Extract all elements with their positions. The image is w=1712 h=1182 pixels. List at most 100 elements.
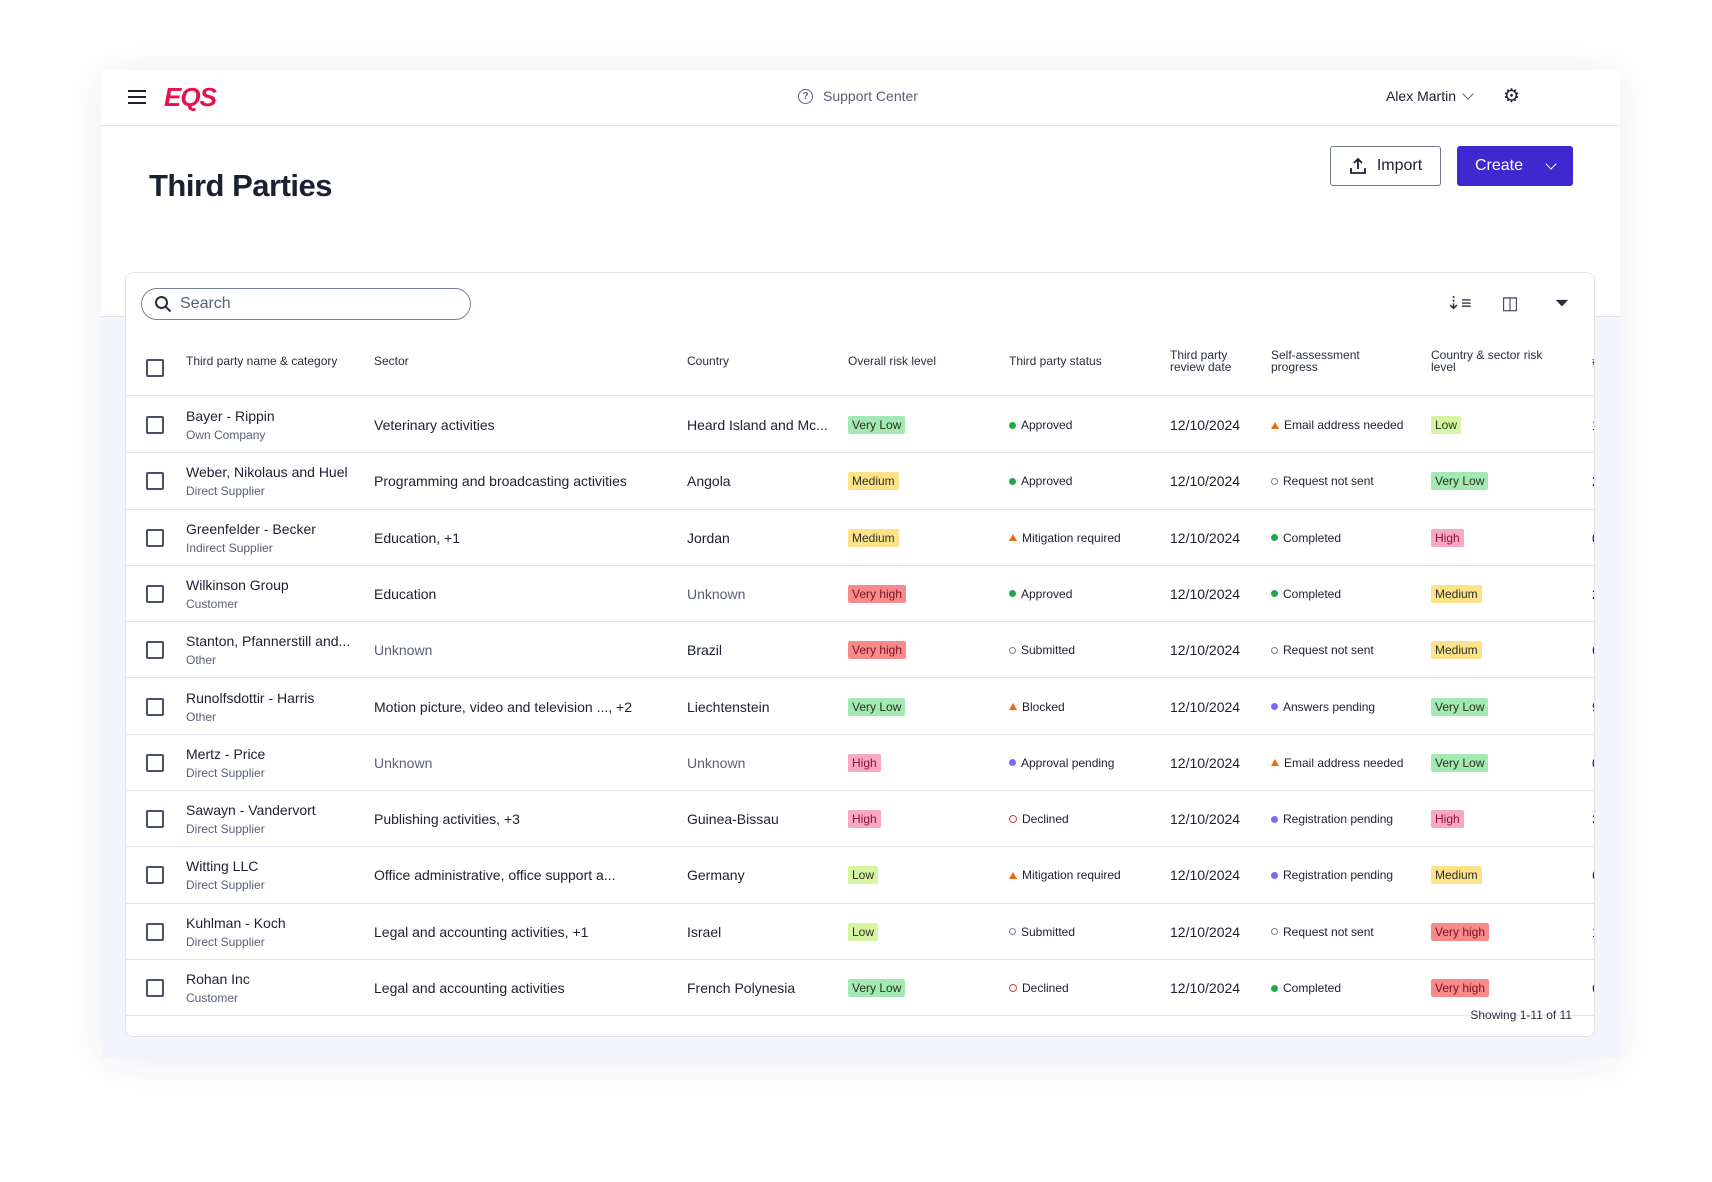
create-label: Create	[1474, 157, 1524, 174]
filter-icon[interactable]: ⏷	[1554, 293, 1570, 313]
status-cell: Approved	[1009, 397, 1072, 453]
third-party-name[interactable]: Weber, Nikolaus and Huel	[186, 464, 348, 481]
row-checkbox[interactable]	[146, 810, 164, 829]
risk-badge: High	[1431, 810, 1464, 829]
third-party-name[interactable]: Witting LLC	[186, 858, 259, 875]
table-row[interactable]: Bayer - Rippin Own Company Veterinary act…	[126, 397, 1594, 454]
support-center-link[interactable]: ? Support Center	[798, 88, 918, 104]
table-row[interactable]: Mertz - Price Direct Supplier Unknown Unk…	[126, 735, 1594, 792]
row-checkbox[interactable]	[146, 584, 164, 603]
create-button[interactable]: Create	[1457, 146, 1573, 186]
table-row[interactable]: Sawayn - Vandervort Direct Supplier Publi…	[126, 791, 1594, 848]
row-checkbox[interactable]	[146, 866, 164, 885]
third-party-name[interactable]: Rohan Inc	[186, 971, 250, 987]
sort-icon[interactable]: ⇣≡	[1446, 293, 1472, 313]
table-row[interactable]: Runolfsdottir - Harris Other Motion pictu…	[126, 679, 1594, 735]
pending-icon	[1271, 703, 1278, 710]
name-cell[interactable]: Stanton, Pfannerstill and... Other	[186, 622, 350, 678]
column-header[interactable]: Sector	[374, 354, 409, 368]
table-row[interactable]: Stanton, Pfannerstill and... Other Unknow…	[126, 622, 1594, 679]
table-row[interactable]: Wilkinson Group Customer Education Unknow…	[126, 566, 1594, 623]
gear-icon[interactable]: ⚙	[1502, 86, 1520, 107]
row-checkbox[interactable]	[146, 753, 164, 772]
country-sector-risk-cell: Very Low	[1431, 453, 1489, 509]
status-cell: Approval pending	[1009, 735, 1114, 791]
third-party-name[interactable]: Runolfsdottir - Harris	[186, 689, 315, 706]
status-label: Declined	[1022, 981, 1069, 995]
third-party-name[interactable]: Greenfelder - Becker	[186, 520, 316, 537]
overall-risk-cell: High	[848, 791, 881, 847]
self-assessment-cell: Email address needed	[1271, 397, 1403, 453]
risk-badge: Very high	[1431, 922, 1490, 941]
table-row[interactable]: Kuhlman - Koch Direct Supplier Legal and …	[126, 904, 1594, 960]
pending-icon	[1271, 815, 1278, 823]
risk-badge: Low	[848, 866, 879, 885]
table-row[interactable]: Rohan Inc Customer Legal and accounting a…	[126, 960, 1594, 1017]
row-checkbox[interactable]	[146, 979, 164, 997]
name-cell[interactable]: Kuhlman - Koch Direct Supplier	[186, 904, 286, 960]
third-party-name[interactable]: Kuhlman - Koch	[186, 914, 286, 931]
top-bar: EQS ? Support Center Alex Martin ⚙	[101, 70, 1620, 126]
name-cell[interactable]: Runolfsdottir - Harris Other	[186, 679, 314, 735]
name-cell[interactable]: Witting LLC Direct Supplier	[186, 847, 265, 903]
risk-badge: Very Low	[848, 697, 906, 716]
user-menu[interactable]: Alex Martin	[1386, 88, 1474, 104]
overall-risk-cell: Very Low	[848, 960, 906, 1016]
warning-triangle-icon	[1271, 421, 1279, 429]
search-box[interactable]	[141, 288, 471, 320]
row-checkbox[interactable]	[146, 697, 164, 716]
country-cell: Unknown	[687, 754, 746, 771]
country-cell: Angola	[687, 473, 731, 490]
name-cell[interactable]: Sawayn - Vandervort Direct Supplier	[186, 791, 316, 847]
name-cell[interactable]: Wilkinson Group Customer	[186, 566, 289, 622]
search-input[interactable]	[180, 295, 460, 313]
success-dot-icon	[1009, 421, 1016, 429]
column-header[interactable]: Country	[687, 354, 730, 368]
import-button[interactable]: Import	[1330, 146, 1441, 186]
column-header[interactable]: Country & sector risk level	[1431, 348, 1543, 374]
row-checkbox[interactable]	[146, 528, 164, 547]
hamburger-menu-icon[interactable]	[128, 90, 146, 104]
third-party-name[interactable]: Wilkinson Group	[186, 576, 289, 593]
row-checkbox[interactable]	[146, 922, 164, 941]
column-header[interactable]: Third party review date	[1170, 348, 1232, 374]
row-checkbox[interactable]	[146, 472, 164, 491]
risk-badge: Very Low	[848, 416, 906, 434]
table-row[interactable]: Witting LLC Direct Supplier Office admini…	[126, 847, 1594, 904]
table-row[interactable]: Greenfelder - Becker Indirect Supplier Ed…	[126, 510, 1594, 566]
column-header[interactable]: Third party name & category	[186, 354, 338, 368]
sector-cell: Programming and broadcasting activities	[374, 473, 627, 490]
third-party-name[interactable]: Bayer - Rippin	[186, 408, 275, 424]
row-checkbox[interactable]	[146, 641, 164, 660]
column-header[interactable]: Overall risk level	[848, 354, 937, 368]
column-header[interactable]: Third party status	[1009, 354, 1102, 368]
country-cell: Unknown	[687, 585, 746, 602]
name-cell[interactable]: Mertz - Price Direct Supplier	[186, 735, 265, 791]
country-cell: French Polynesia	[687, 980, 796, 996]
risk-badge: Very Low	[1431, 753, 1489, 772]
status-cell: Mitigation required	[1009, 510, 1121, 566]
help-icon: ?	[798, 88, 813, 104]
columns-icon[interactable]: ◫	[1501, 293, 1519, 313]
review-date-cell: 12/10/2024	[1170, 417, 1241, 433]
self-assessment-label: Request not sent	[1283, 924, 1374, 939]
success-dot-icon	[1009, 590, 1016, 598]
name-cell[interactable]: Weber, Nikolaus and Huel Direct Supplier	[186, 453, 348, 509]
third-party-name[interactable]: Mertz - Price	[186, 745, 266, 762]
sector-cell: Legal and accounting activities, +1	[374, 923, 589, 940]
table-row[interactable]: Weber, Nikolaus and Huel Direct Supplier …	[126, 453, 1594, 510]
self-assessment-cell: Request not sent	[1271, 904, 1374, 960]
name-cell[interactable]: Bayer - Rippin Own Company	[186, 397, 275, 453]
eqs-logo[interactable]: EQS	[164, 82, 217, 112]
third-party-name[interactable]: Sawayn - Vandervort	[186, 802, 316, 819]
success-dot-icon	[1271, 984, 1278, 992]
self-assessment-label: Answers pending	[1283, 699, 1376, 714]
column-header[interactable]: #	[1592, 355, 1594, 367]
select-all-checkbox[interactable]	[146, 359, 164, 377]
third-party-name[interactable]: Stanton, Pfannerstill and...	[186, 633, 351, 650]
count-cell: 3	[1592, 791, 1594, 847]
row-checkbox[interactable]	[146, 416, 164, 434]
name-cell[interactable]: Greenfelder - Becker Indirect Supplier	[186, 510, 316, 566]
name-cell[interactable]: Rohan Inc Customer	[186, 960, 250, 1016]
column-header[interactable]: Self-assessment progress	[1271, 348, 1360, 374]
